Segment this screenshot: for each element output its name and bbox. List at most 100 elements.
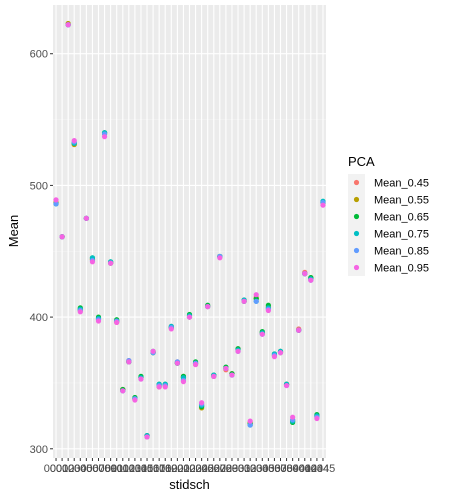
x-tick-label: 0019 xyxy=(153,463,177,475)
x-tick-label: 0001 xyxy=(44,463,68,475)
data-point xyxy=(223,365,229,372)
data-point xyxy=(235,348,241,354)
x-tick-label: 0032 xyxy=(232,463,256,475)
x-tick-label: 0014 xyxy=(123,463,147,475)
x-tick-label: 0043 xyxy=(299,463,323,475)
x-tick-label: 0024 xyxy=(183,463,207,475)
x-tick-label: 0036 xyxy=(256,463,280,475)
data-point xyxy=(162,384,168,390)
x-tick-label: 0033 xyxy=(238,463,262,475)
legend-marker xyxy=(353,179,360,186)
data-point xyxy=(283,382,290,389)
y-tick-label: 600 xyxy=(30,49,48,61)
x-tick-label: 0044 xyxy=(305,463,329,475)
data-point xyxy=(320,202,326,208)
data-point xyxy=(180,379,187,385)
data-point xyxy=(132,397,138,403)
data-point xyxy=(144,434,150,440)
x-tick-label: 0011 xyxy=(105,463,129,475)
x-axis-title: stidsch xyxy=(169,477,209,492)
data-point xyxy=(101,134,108,140)
data-point xyxy=(253,292,259,298)
legend-marker xyxy=(353,196,360,203)
x-tick-label: 0004 xyxy=(62,463,86,475)
data-point xyxy=(247,418,253,424)
x-tick-label: 0009 xyxy=(92,463,116,475)
x-tick-label: 0031 xyxy=(226,463,250,475)
legend-marker xyxy=(353,264,360,271)
data-point xyxy=(108,260,114,266)
x-axis: 0001000200030004000500060007000800090010… xyxy=(44,458,335,475)
data-point xyxy=(199,400,205,406)
y-tick-label: 300 xyxy=(30,444,48,456)
data-point xyxy=(89,259,96,265)
x-tick-label: 0034 xyxy=(244,463,268,475)
data-point xyxy=(71,138,77,144)
legend-label: Mean_0.85 xyxy=(374,246,429,258)
data-point xyxy=(247,422,253,428)
x-tick-label: 0007 xyxy=(80,463,104,475)
x-tick-label: 0021 xyxy=(165,463,189,475)
y-axis: 300 400 500 600 xyxy=(30,49,53,456)
legend: PCA Mean_0.45 Mean_0.55 Mean_0.65 Mean_0.75… xyxy=(348,154,429,276)
x-tick-label: 0028 xyxy=(208,463,232,475)
data-point xyxy=(77,309,83,315)
data-point xyxy=(192,361,199,368)
data-point xyxy=(156,384,162,390)
x-tick-label: 0010 xyxy=(98,463,122,475)
y-tick-label: 400 xyxy=(30,312,48,324)
x-tick-label: 0035 xyxy=(250,463,274,475)
y-tick-label: 500 xyxy=(30,180,48,192)
x-tick-label: 0038 xyxy=(268,463,292,475)
x-tick-label: 0030 xyxy=(220,463,244,475)
data-point xyxy=(265,307,271,314)
legend-label: Mean_0.95 xyxy=(374,263,429,275)
x-tick-label: 0039 xyxy=(274,463,298,475)
x-tick-label: 0042 xyxy=(293,463,317,475)
data-point xyxy=(114,319,120,325)
data-point xyxy=(271,354,278,360)
x-tick-label: 0027 xyxy=(202,463,226,475)
data-point xyxy=(53,197,59,203)
data-point xyxy=(53,201,59,207)
data-point xyxy=(186,314,193,320)
data-point xyxy=(290,414,296,420)
data-point xyxy=(217,255,223,261)
x-tick-label: 0041 xyxy=(286,463,310,475)
x-tick-label: 0003 xyxy=(56,463,80,475)
legend-title: PCA xyxy=(348,154,375,169)
x-tick-label: 0002 xyxy=(50,463,74,475)
data-point xyxy=(259,331,265,337)
x-tick-label: 0023 xyxy=(177,463,201,475)
data-point xyxy=(59,234,65,240)
data-point xyxy=(150,348,156,354)
x-tick-label: 0026 xyxy=(195,463,219,475)
legend-marker xyxy=(353,247,360,254)
x-tick-label: 0022 xyxy=(171,463,195,475)
x-tick-label: 0045 xyxy=(311,463,335,475)
data-point xyxy=(314,415,320,422)
data-point xyxy=(253,298,259,304)
x-tick-label: 0017 xyxy=(141,463,165,475)
y-axis-title: Mean xyxy=(6,215,21,248)
x-tick-label: 0025 xyxy=(189,463,213,475)
x-tick-label: 0029 xyxy=(214,463,238,475)
data-point xyxy=(296,327,302,333)
data-point xyxy=(138,376,144,382)
data-point xyxy=(229,372,235,378)
data-point xyxy=(211,373,217,379)
data-points xyxy=(53,20,326,440)
x-tick-label: 0008 xyxy=(86,463,110,475)
data-point xyxy=(120,388,126,394)
legend-marker xyxy=(353,213,360,220)
data-point xyxy=(65,22,71,28)
x-tick-label: 0018 xyxy=(147,463,171,475)
data-point xyxy=(277,350,284,356)
x-tick-label: 0040 xyxy=(280,463,304,475)
x-tick-label: 0006 xyxy=(74,463,98,475)
x-tick-label: 0013 xyxy=(117,463,141,475)
x-tick-label: 0020 xyxy=(159,463,183,475)
legend-label: Mean_0.65 xyxy=(374,212,429,224)
